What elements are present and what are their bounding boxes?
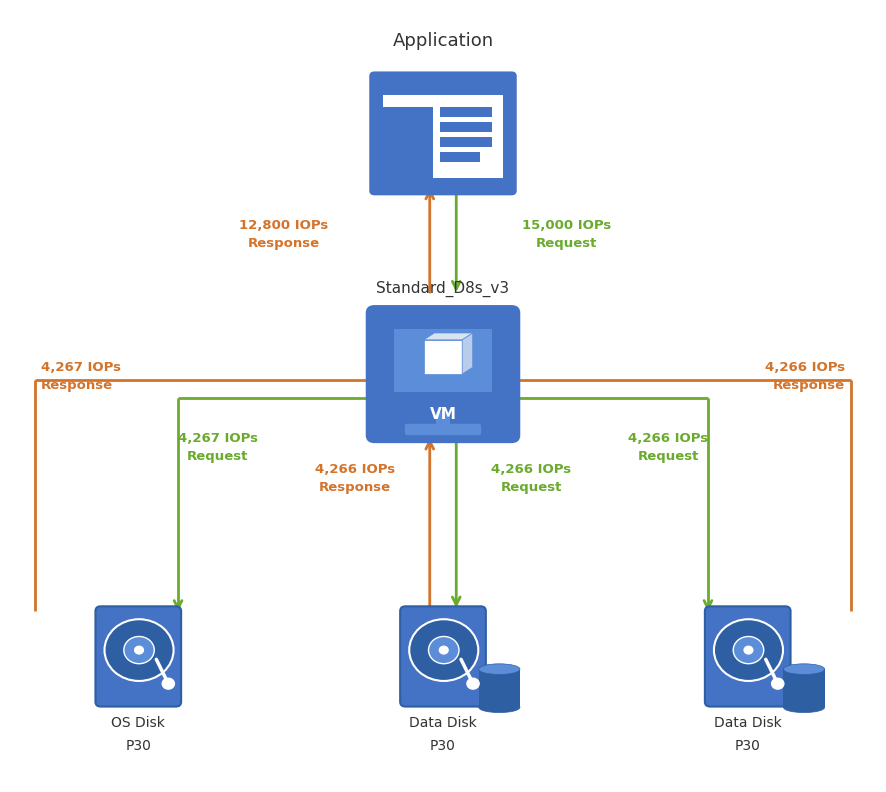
Circle shape <box>714 619 783 681</box>
Text: 15,000 IOPs
Request: 15,000 IOPs Request <box>522 219 611 249</box>
FancyBboxPatch shape <box>96 607 181 706</box>
FancyBboxPatch shape <box>440 152 480 162</box>
Text: 4,267 IOPs
Request: 4,267 IOPs Request <box>178 432 258 463</box>
FancyBboxPatch shape <box>383 107 433 177</box>
Polygon shape <box>462 333 473 374</box>
Circle shape <box>105 619 174 681</box>
FancyBboxPatch shape <box>440 137 492 147</box>
Text: 12,800 IOPs
Response: 12,800 IOPs Response <box>239 219 329 249</box>
FancyBboxPatch shape <box>440 107 492 117</box>
Circle shape <box>409 619 478 681</box>
Circle shape <box>743 645 753 655</box>
Polygon shape <box>424 340 462 374</box>
Text: Data Disk: Data Disk <box>409 716 477 729</box>
Ellipse shape <box>478 702 520 713</box>
Ellipse shape <box>783 702 825 713</box>
Polygon shape <box>424 333 473 340</box>
Text: 4,267 IOPs
Response: 4,267 IOPs Response <box>41 361 121 392</box>
Circle shape <box>439 645 449 655</box>
Text: P30: P30 <box>125 739 152 753</box>
Circle shape <box>124 637 154 664</box>
Text: Application: Application <box>392 32 494 51</box>
FancyBboxPatch shape <box>405 424 481 435</box>
Text: VM: VM <box>430 407 456 422</box>
Text: 4,266 IOPs
Response: 4,266 IOPs Response <box>315 463 395 494</box>
FancyBboxPatch shape <box>369 71 517 196</box>
Text: 4,266 IOPs
Request: 4,266 IOPs Request <box>628 432 708 463</box>
FancyBboxPatch shape <box>705 607 790 706</box>
Text: P30: P30 <box>430 739 456 753</box>
Circle shape <box>429 637 459 664</box>
Circle shape <box>162 678 175 689</box>
FancyBboxPatch shape <box>478 669 520 707</box>
Ellipse shape <box>783 664 825 675</box>
Text: OS Disk: OS Disk <box>112 716 165 729</box>
Circle shape <box>467 678 479 689</box>
Circle shape <box>734 637 764 664</box>
Text: Data Disk: Data Disk <box>714 716 781 729</box>
FancyBboxPatch shape <box>383 95 503 177</box>
FancyBboxPatch shape <box>366 305 520 444</box>
Circle shape <box>772 678 784 689</box>
Text: 4,266 IOPs
Response: 4,266 IOPs Response <box>765 361 845 392</box>
Circle shape <box>134 645 144 655</box>
FancyBboxPatch shape <box>400 607 486 706</box>
FancyBboxPatch shape <box>783 669 825 707</box>
Text: Standard_D8s_v3: Standard_D8s_v3 <box>377 281 509 297</box>
Text: P30: P30 <box>734 739 761 753</box>
Text: 4,266 IOPs
Request: 4,266 IOPs Request <box>491 463 571 494</box>
FancyBboxPatch shape <box>440 122 492 132</box>
FancyBboxPatch shape <box>393 329 493 393</box>
Ellipse shape <box>478 664 520 675</box>
FancyBboxPatch shape <box>436 412 450 432</box>
